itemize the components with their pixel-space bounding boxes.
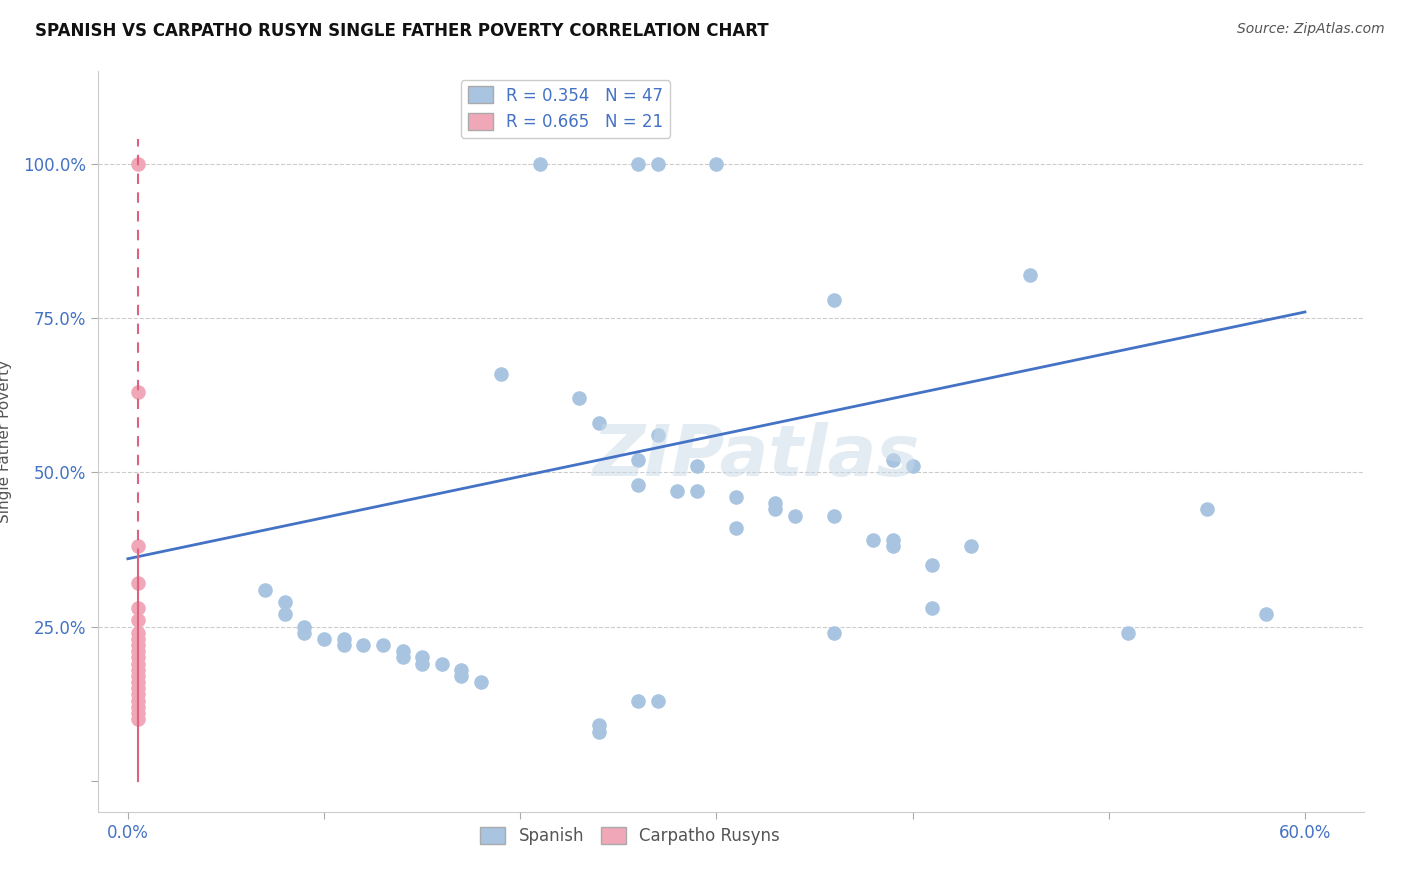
Point <box>1195 502 1218 516</box>
Legend: Spanish, Carpatho Rusyns: Spanish, Carpatho Rusyns <box>474 820 786 852</box>
Point <box>127 688 149 702</box>
Point <box>371 638 394 652</box>
Point <box>647 694 669 708</box>
Point <box>127 632 149 646</box>
Point <box>391 644 413 658</box>
Point <box>127 699 149 714</box>
Point <box>127 576 149 591</box>
Point <box>127 650 149 665</box>
Point <box>294 625 316 640</box>
Point <box>127 694 149 708</box>
Point <box>568 392 591 406</box>
Point <box>921 558 943 572</box>
Point <box>127 706 149 720</box>
Point <box>724 490 747 504</box>
Point <box>312 632 335 646</box>
Point <box>127 385 149 400</box>
Point <box>294 619 316 633</box>
Point <box>901 459 924 474</box>
Point <box>763 502 786 516</box>
Point <box>411 657 433 671</box>
Point <box>127 663 149 677</box>
Point <box>332 632 354 646</box>
Point <box>627 477 650 491</box>
Point <box>588 724 610 739</box>
Text: Source: ZipAtlas.com: Source: ZipAtlas.com <box>1237 22 1385 37</box>
Point <box>960 540 983 554</box>
Point <box>686 483 709 498</box>
Point <box>127 540 149 554</box>
Point <box>332 638 354 652</box>
Point <box>588 416 610 430</box>
Point <box>127 681 149 696</box>
Point <box>627 453 650 467</box>
Point <box>823 293 845 307</box>
Point <box>127 669 149 683</box>
Point <box>666 483 689 498</box>
Point <box>411 650 433 665</box>
Point <box>274 595 297 609</box>
Point <box>352 638 374 652</box>
Point <box>470 675 492 690</box>
Point <box>489 367 512 381</box>
Point <box>391 650 413 665</box>
Point <box>647 428 669 442</box>
Point <box>529 157 551 171</box>
Point <box>127 601 149 615</box>
Point <box>127 638 149 652</box>
Point <box>450 669 472 683</box>
Point <box>588 718 610 732</box>
Point <box>430 657 453 671</box>
Text: ZIPatlas: ZIPatlas <box>593 422 920 491</box>
Point <box>127 625 149 640</box>
Point <box>1019 268 1042 282</box>
Point <box>882 453 904 467</box>
Point <box>254 582 277 597</box>
Point <box>127 157 149 171</box>
Point <box>127 657 149 671</box>
Point <box>783 508 806 523</box>
Point <box>127 644 149 658</box>
Y-axis label: Single Father Poverty: Single Father Poverty <box>0 360 11 523</box>
Point <box>627 157 650 171</box>
Point <box>763 496 786 510</box>
Point <box>1118 625 1140 640</box>
Point <box>686 459 709 474</box>
Point <box>450 663 472 677</box>
Point <box>921 601 943 615</box>
Point <box>823 625 845 640</box>
Point <box>274 607 297 622</box>
Point <box>724 521 747 535</box>
Point <box>627 694 650 708</box>
Point <box>862 533 884 548</box>
Point <box>706 157 728 171</box>
Point <box>882 540 904 554</box>
Text: SPANISH VS CARPATHO RUSYN SINGLE FATHER POVERTY CORRELATION CHART: SPANISH VS CARPATHO RUSYN SINGLE FATHER … <box>35 22 769 40</box>
Point <box>127 712 149 726</box>
Point <box>823 508 845 523</box>
Point <box>127 675 149 690</box>
Point <box>127 614 149 628</box>
Point <box>647 157 669 171</box>
Point <box>882 533 904 548</box>
Point <box>1254 607 1277 622</box>
